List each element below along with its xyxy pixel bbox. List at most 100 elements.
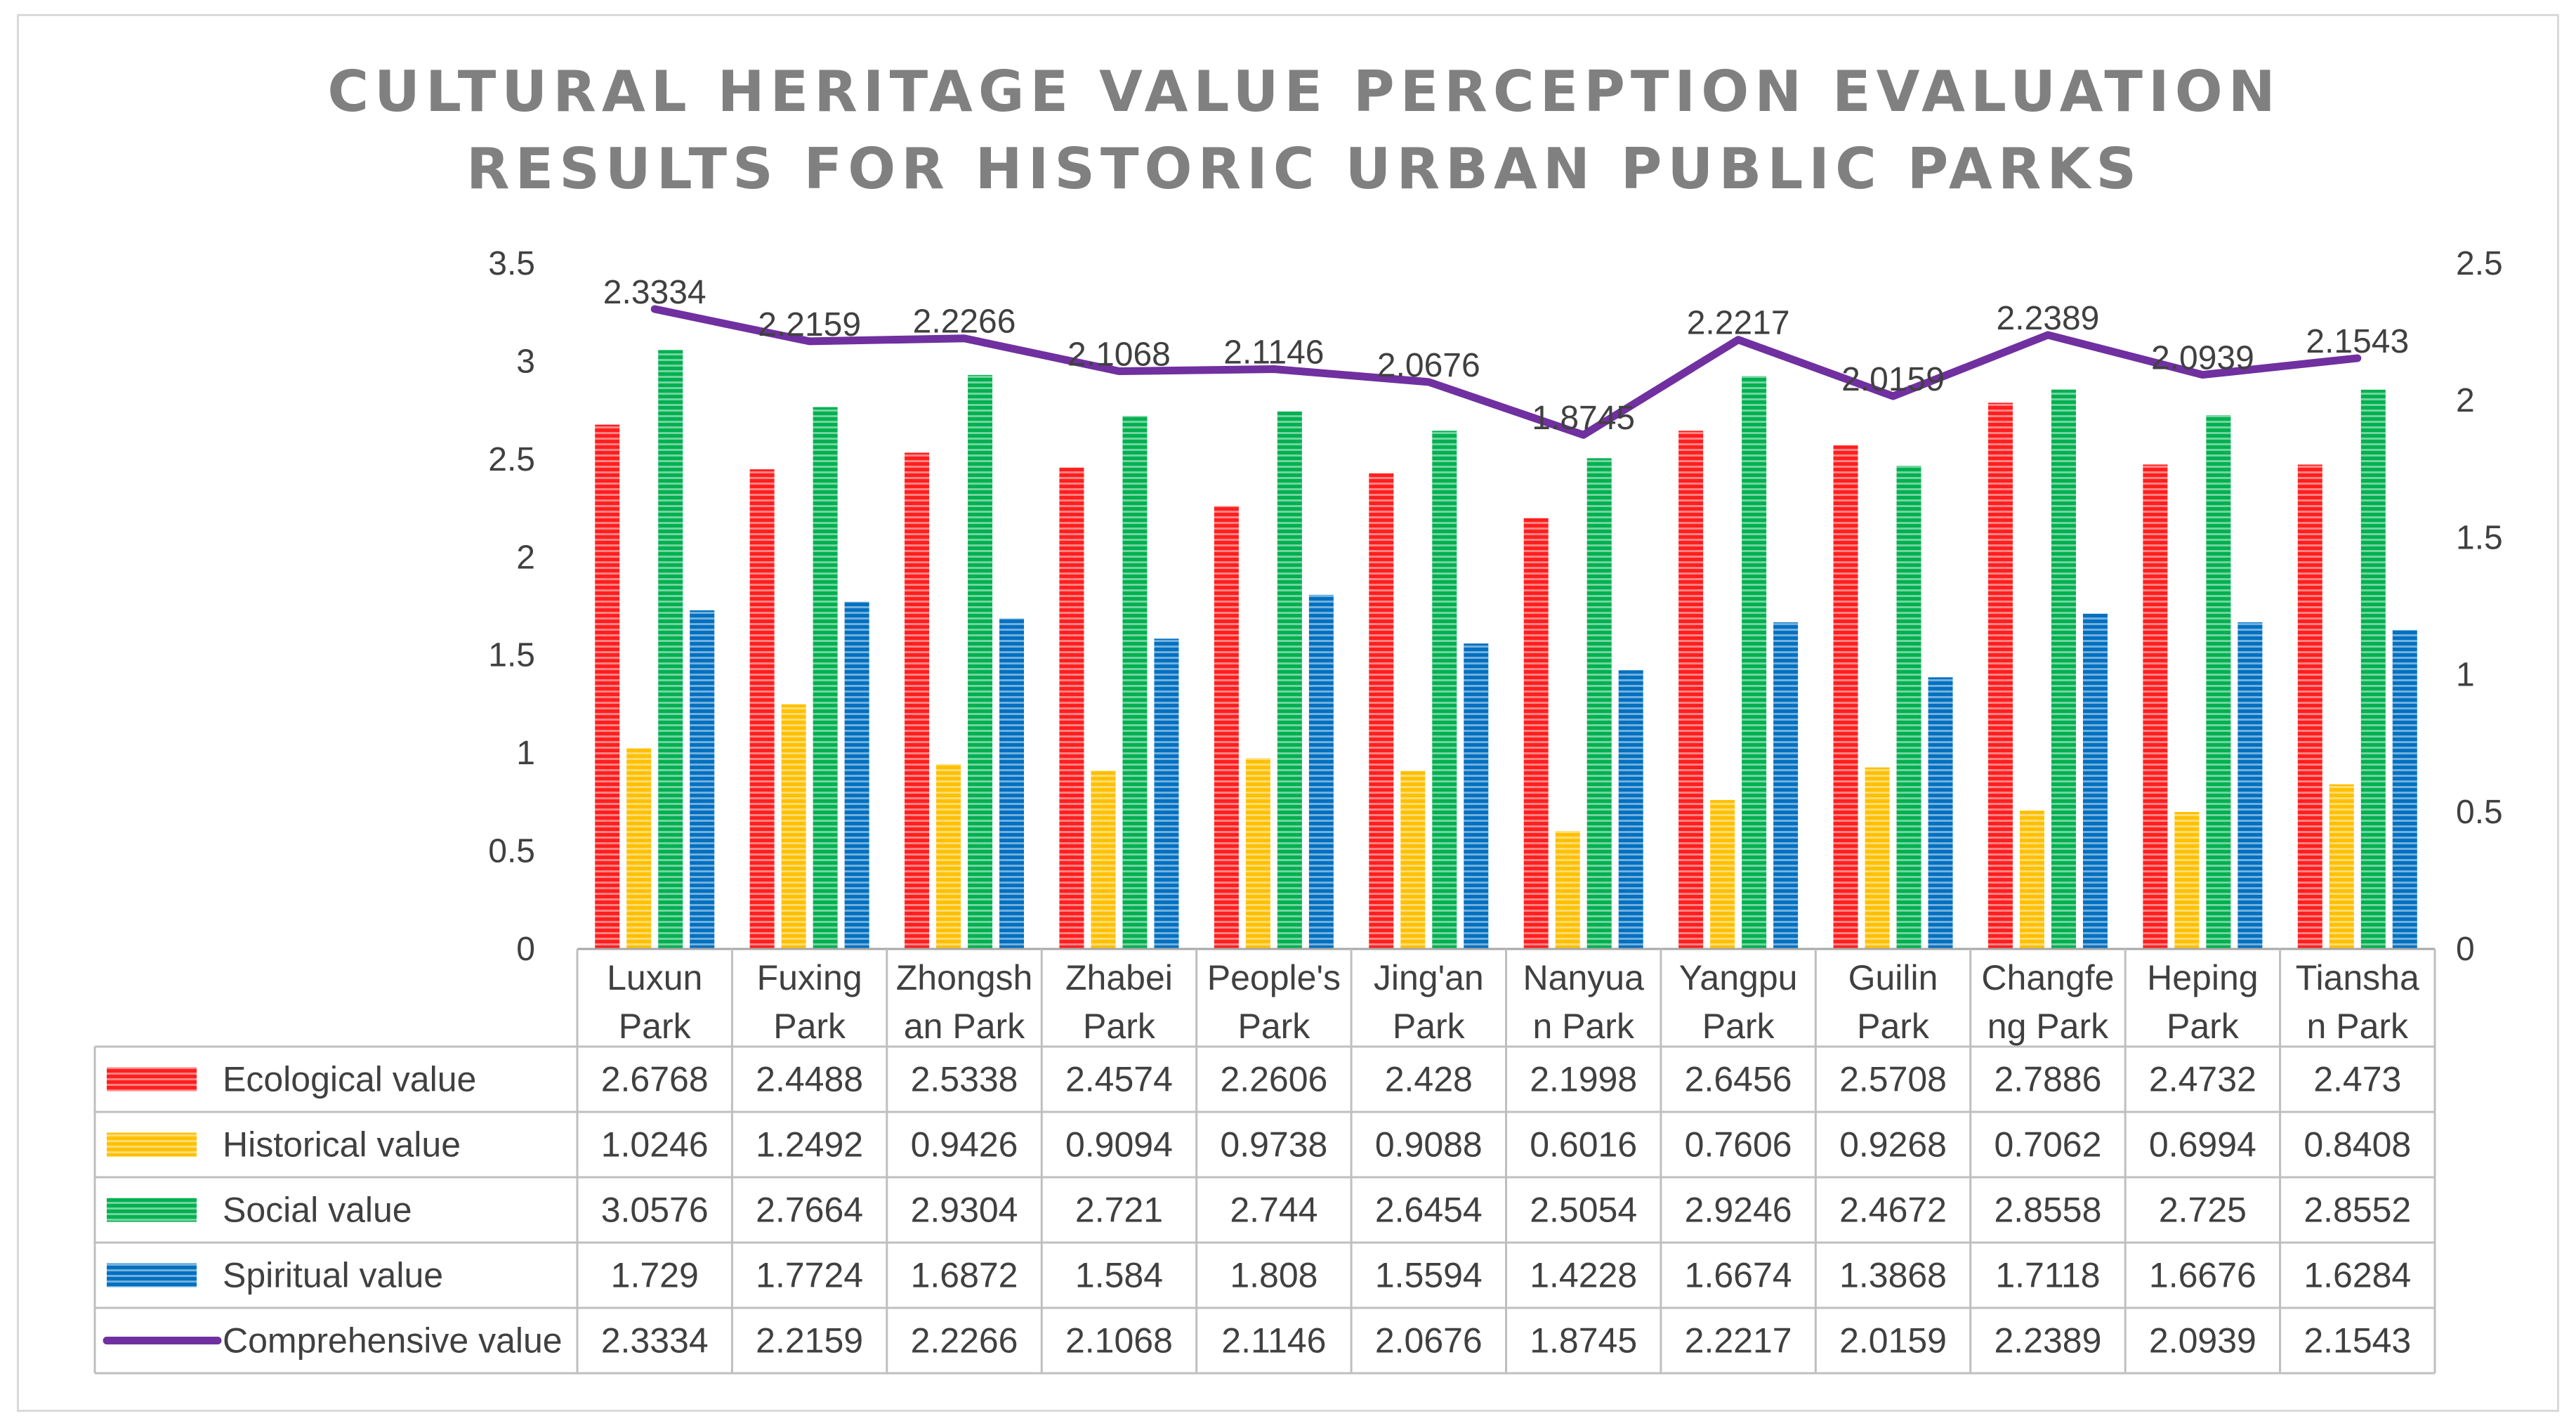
bar-hatch <box>690 610 715 949</box>
bar-hatch <box>1987 402 2013 949</box>
category-label: Park <box>1857 1007 1930 1046</box>
y-left-tick-label: 3.5 <box>488 245 535 282</box>
table-cell-value: 2.4574 <box>1065 1060 1173 1099</box>
bar-hatch <box>595 424 620 949</box>
table-cell-value: 2.1146 <box>1221 1321 1326 1361</box>
table-cell-value: 2.4488 <box>756 1060 863 1099</box>
table-cell-value: 2.2266 <box>911 1321 1018 1361</box>
legend-label: Social value <box>223 1191 412 1230</box>
legend-label: Spiritual value <box>223 1256 443 1295</box>
table-cell-value: 0.9426 <box>911 1125 1018 1165</box>
bar-hatch <box>2329 784 2354 949</box>
table-cell-value: 1.5594 <box>1375 1256 1483 1295</box>
table-cell-value: 0.7062 <box>1994 1125 2101 1165</box>
category-label: Park <box>1237 1007 1310 1046</box>
category-label: Tiansha <box>2296 958 2419 997</box>
category-label: n Park <box>1532 1007 1635 1046</box>
data-table: Luxun Park Fuxing Park Zhongsh an Park Zhabei P… <box>93 948 2436 1375</box>
comprehensive-data-label: 2.1146 <box>1223 334 1324 371</box>
bar-hatch <box>1214 506 1239 949</box>
category-label: Park <box>773 1007 846 1046</box>
table-cell-value: 2.0939 <box>2149 1321 2256 1361</box>
table-cell-value: 1.8745 <box>1530 1321 1637 1361</box>
bar-hatch <box>1400 771 1426 949</box>
bar-hatch <box>813 407 838 949</box>
bar-hatch <box>2392 629 2417 949</box>
bar-hatch <box>2082 613 2108 949</box>
y-right-tick-label: 1 <box>2456 657 2475 694</box>
table-cell-value: 2.5338 <box>911 1060 1018 1099</box>
comprehensive-data-label: 2.3334 <box>603 274 707 311</box>
category-label: ng Park <box>1987 1007 2109 1046</box>
table-cell-value: 2.5708 <box>1839 1060 1947 1099</box>
category-label: Changfe <box>1981 958 2114 997</box>
table-cell-value: 2.725 <box>2159 1191 2247 1230</box>
category-label: Guilin <box>1848 958 1938 997</box>
table-cell-value: 3.0576 <box>601 1191 709 1230</box>
category-label: Yangpu <box>1679 958 1798 997</box>
y-left-tick-label: 0.5 <box>488 833 535 870</box>
axes: 0 0.5 1 1.5 2 2.5 3 3.5 0 0.5 1 1.5 2 2.5 <box>488 245 2502 968</box>
table-cell-value: 1.6872 <box>911 1256 1018 1295</box>
comprehensive-line: 2.3334 2.2159 2.2266 2.1068 2.1146 2.0676 1.87… <box>603 274 2409 439</box>
category-label: Zhabei <box>1065 958 1173 997</box>
table-cell-value: 2.8552 <box>2304 1191 2411 1230</box>
bar-hatch <box>1308 594 1334 949</box>
table-cell-value: 2.1543 <box>2304 1321 2411 1361</box>
comprehensive-value-line <box>650 305 2362 439</box>
category-label: Park <box>619 1007 692 1046</box>
table-cell-value: 2.0159 <box>1839 1321 1947 1361</box>
bar-hatch <box>658 350 683 949</box>
bar-hatch <box>2206 415 2231 949</box>
table-cell-value: 2.2606 <box>1220 1060 1327 1099</box>
table-cell-value: 1.729 <box>611 1256 699 1295</box>
legend-label: Historical value <box>223 1125 461 1165</box>
bar-hatch <box>1928 677 1953 949</box>
bar-hatch <box>1122 416 1148 949</box>
bar-hatch <box>2174 811 2200 949</box>
table-cell-value: 2.1998 <box>1530 1060 1637 1099</box>
legend-label: Ecological value <box>223 1060 476 1099</box>
table-cell-value: 2.9246 <box>1685 1191 1792 1230</box>
table-cell-value: 2.2159 <box>756 1321 863 1361</box>
table-cell-value: 2.8558 <box>1994 1191 2101 1230</box>
comprehensive-data-label: 2.1543 <box>2306 323 2409 360</box>
legend-key-hatch <box>107 1263 197 1288</box>
category-label: Jing'an <box>1374 958 1484 997</box>
table-cell-value: 2.2217 <box>1685 1321 1792 1361</box>
table-cell-value: 0.6994 <box>2149 1125 2256 1165</box>
bar-hatch <box>905 452 930 949</box>
table-cell-value: 0.9094 <box>1065 1125 1173 1165</box>
bar-hatch <box>781 704 806 949</box>
y-right-tick-label: 0 <box>2456 931 2475 968</box>
table-cell-value: 1.7724 <box>756 1256 863 1295</box>
bar-hatch <box>626 748 652 949</box>
y-left-tick-label: 2 <box>516 539 535 576</box>
legend-key-hatch <box>107 1132 197 1157</box>
table-cell-value: 0.7606 <box>1685 1125 1792 1165</box>
table-cell-value: 2.0676 <box>1375 1321 1483 1361</box>
category-label: Park <box>1702 1007 1775 1046</box>
y-left-tick-label: 1 <box>516 735 535 772</box>
table-cell-value: 2.7886 <box>1994 1060 2101 1099</box>
table-cell-value: 2.744 <box>1230 1191 1317 1230</box>
comprehensive-data-label: 2.2389 <box>1997 300 2100 337</box>
comprehensive-data-label: 2.1068 <box>1067 336 1171 374</box>
bar-hatch <box>1555 831 1580 949</box>
table-cell-value: 0.9738 <box>1220 1125 1327 1165</box>
chart-frame: CULTURAL HERITAGE VALUE PERCEPTION EVALU… <box>17 14 2559 1412</box>
bar-hatch <box>1091 771 1116 949</box>
table-cell-value: 0.8408 <box>2304 1125 2411 1165</box>
table-cell-value: 1.2492 <box>756 1125 863 1165</box>
table-cell-value: 2.1068 <box>1065 1321 1173 1361</box>
chart-title-line-1: CULTURAL HERITAGE VALUE PERCEPTION EVALU… <box>327 59 2280 124</box>
table-cell-value: 0.9088 <box>1375 1125 1483 1165</box>
table-cell-value: 2.5054 <box>1530 1191 1637 1230</box>
category-label: People's <box>1207 958 1341 997</box>
y-left-tick-label: 2.5 <box>488 441 535 478</box>
table-cell-value: 2.7664 <box>756 1191 863 1230</box>
category-label: Park <box>1393 1007 1466 1046</box>
bar-hatch <box>1464 643 1489 949</box>
y-left-tick-label: 3 <box>516 343 535 380</box>
comprehensive-data-label: 2.0159 <box>1841 361 1945 398</box>
